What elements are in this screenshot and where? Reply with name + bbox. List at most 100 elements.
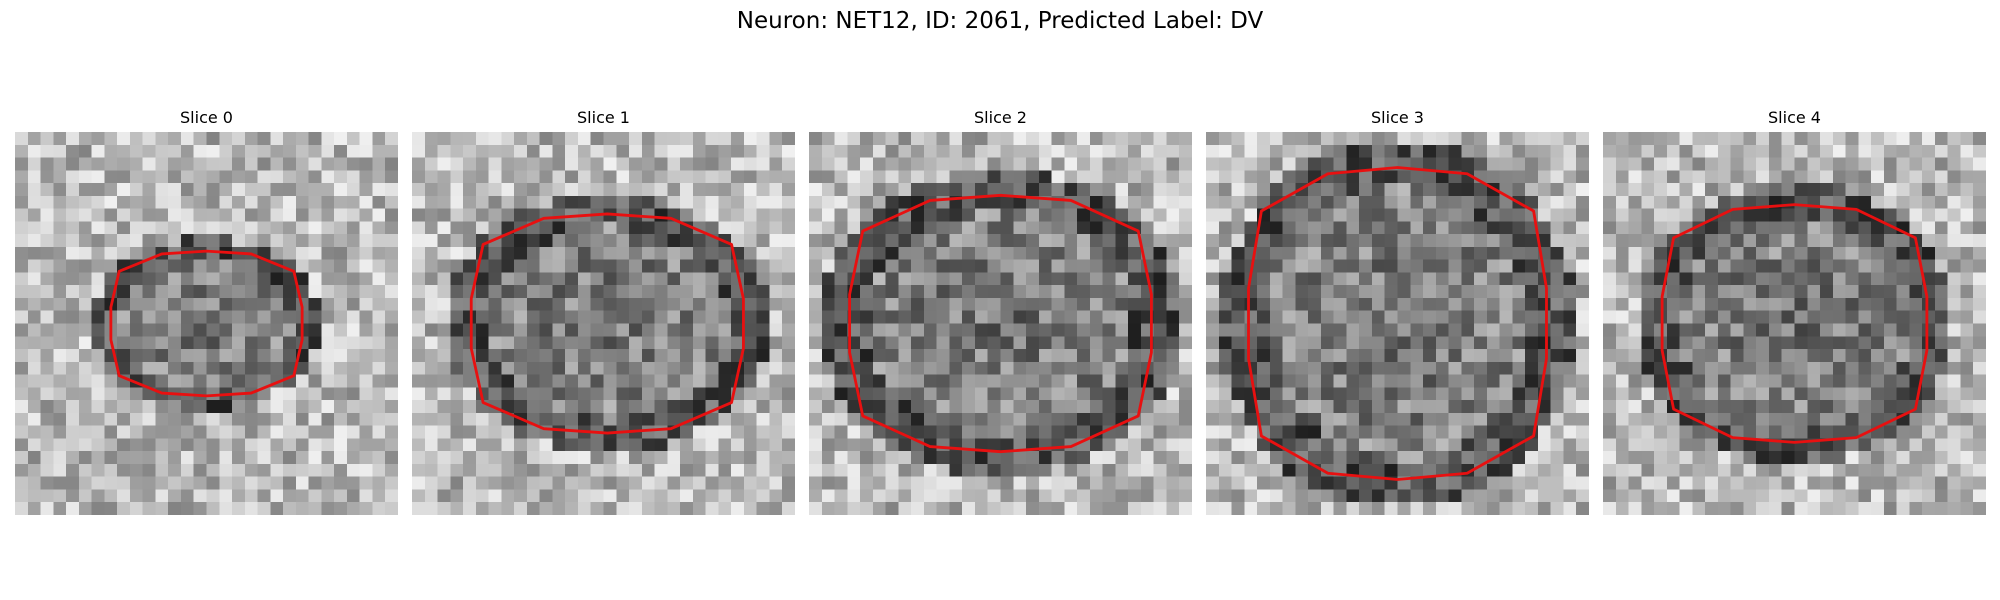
pixel (78, 387, 92, 401)
pixel (641, 361, 655, 375)
pixel (53, 361, 67, 375)
pixel (565, 183, 579, 197)
pixel (769, 387, 783, 401)
pixel (1858, 476, 1872, 490)
pixel (1346, 438, 1360, 452)
pixel (437, 170, 451, 184)
pixel (885, 183, 899, 197)
pixel (885, 132, 899, 146)
pixel (1448, 297, 1462, 311)
pixel (1922, 400, 1936, 414)
pixel (1794, 476, 1808, 490)
pixel (180, 144, 194, 158)
pixel (1832, 195, 1846, 209)
pixel (1807, 336, 1821, 350)
pixel (1089, 259, 1103, 273)
pixel (1832, 310, 1846, 324)
pixel (1102, 463, 1116, 477)
pixel (1410, 195, 1424, 209)
pixel (66, 272, 80, 286)
pixel (283, 451, 297, 465)
pixel (1909, 132, 1923, 146)
pixel (1871, 451, 1885, 465)
pixel (1153, 412, 1167, 426)
pixel (718, 208, 732, 222)
pixel (1576, 336, 1589, 350)
pixel (270, 297, 284, 311)
pixel (834, 400, 848, 414)
pixel (27, 349, 41, 363)
pixel (1794, 170, 1808, 184)
pixel (1282, 412, 1296, 426)
pixel (372, 285, 386, 299)
pixel (885, 438, 899, 452)
pixel (1641, 374, 1655, 388)
pixel (1474, 361, 1488, 375)
pixel (743, 132, 757, 146)
pixel (1064, 323, 1078, 337)
pixel (552, 234, 566, 248)
pixel (1423, 297, 1437, 311)
pixel (1705, 132, 1719, 146)
pixel (1960, 259, 1974, 273)
pixel (1679, 285, 1693, 299)
pixel (1089, 170, 1103, 184)
pixel (1435, 489, 1449, 503)
pixel (680, 349, 694, 363)
pixel (1794, 463, 1808, 477)
pixel (1537, 285, 1551, 299)
pixel (450, 310, 464, 324)
pixel (526, 297, 540, 311)
pixel (565, 221, 579, 235)
pixel (1461, 502, 1475, 515)
pixel (1947, 234, 1961, 248)
pixel (1896, 144, 1910, 158)
pixel (1499, 285, 1513, 299)
pixel (1064, 144, 1078, 158)
pixel (232, 297, 246, 311)
pixel (1934, 361, 1948, 375)
pixel (27, 400, 41, 414)
pixel (1410, 374, 1424, 388)
pixel (1807, 285, 1821, 299)
pixel (437, 387, 451, 401)
pixel (1282, 272, 1296, 286)
pixel (974, 297, 988, 311)
pixel (1960, 195, 1974, 209)
pixel (949, 502, 963, 515)
pixel (680, 183, 694, 197)
pixel (731, 489, 745, 503)
pixel (1089, 489, 1103, 503)
pixel (936, 438, 950, 452)
pixel (1679, 259, 1693, 273)
pixel (1550, 144, 1564, 158)
pixel (911, 234, 925, 248)
pixel (424, 170, 438, 184)
pixel (1115, 234, 1129, 248)
pixel (1820, 463, 1834, 477)
pixel (1128, 259, 1142, 273)
pixel (1371, 400, 1385, 414)
pixel (1013, 297, 1027, 311)
pixel (283, 336, 297, 350)
pixel (1448, 387, 1462, 401)
pixel (193, 400, 207, 414)
pixel (718, 489, 732, 503)
pixel (743, 438, 757, 452)
pixel (743, 297, 757, 311)
pixel (1038, 221, 1052, 235)
pixel (27, 374, 41, 388)
pixel (1934, 132, 1948, 146)
pixel (66, 297, 80, 311)
pixel (1781, 246, 1795, 260)
pixel (1295, 476, 1309, 490)
pixel (1128, 297, 1142, 311)
pixel (1525, 195, 1539, 209)
pixel (718, 323, 732, 337)
pixel (104, 463, 118, 477)
pixel (1423, 361, 1437, 375)
pixel (936, 132, 950, 146)
pixel (1934, 170, 1948, 184)
pixel (372, 170, 386, 184)
pixel (117, 297, 131, 311)
